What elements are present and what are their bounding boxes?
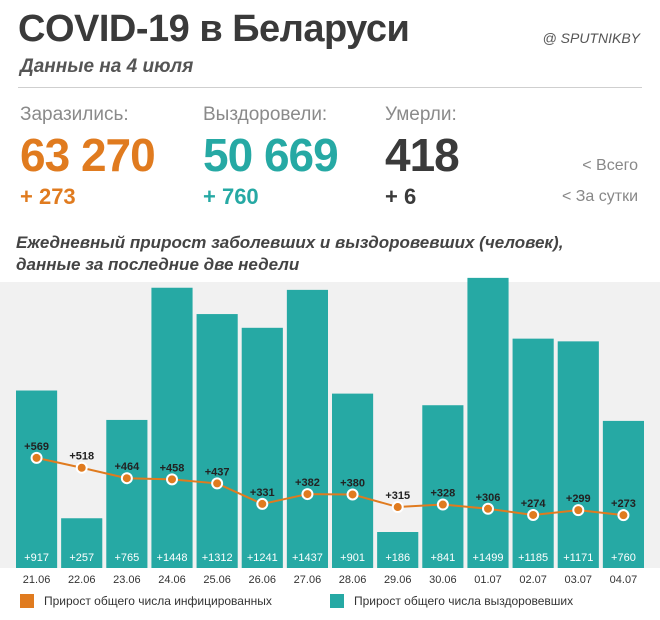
bar-recovered	[196, 314, 238, 568]
x-tick-label: 29.06	[384, 574, 412, 586]
legend-infected: Прирост общего числа инфицированных	[20, 594, 272, 608]
point-value-label: +274	[521, 498, 547, 510]
bar-recovered	[467, 277, 509, 568]
point-infected	[436, 498, 449, 511]
chart-title: Ежедневный прирост заболевших и выздоров…	[16, 232, 563, 276]
bar-value-label: +1241	[247, 552, 278, 564]
point-value-label: +299	[566, 493, 591, 505]
point-infected	[211, 477, 224, 490]
point-value-label: +306	[476, 492, 501, 504]
point-infected	[482, 502, 494, 515]
bar-value-label: +1312	[202, 552, 233, 564]
bar-recovered	[151, 287, 193, 568]
stat-recovered-label: Выздоровели:	[203, 104, 328, 125]
stat-infected: Заразились: 63 270 + 273	[20, 104, 156, 210]
x-tick-label: 02.07	[519, 574, 547, 586]
point-value-label: +458	[160, 462, 185, 474]
point-value-label: +331	[250, 487, 275, 499]
bar-value-label: +901	[340, 552, 365, 564]
point-value-label: +273	[611, 498, 636, 510]
x-tick-label: 26.06	[249, 574, 277, 586]
bar-recovered	[286, 289, 328, 568]
legend-recovered: Прирост общего числа выздоровевших	[330, 594, 573, 608]
bar-value-label: +257	[69, 552, 94, 564]
chart-title-line2: данные за последние две недели	[16, 255, 300, 274]
point-value-label: +382	[295, 477, 320, 489]
bar-value-label: +1171	[563, 552, 593, 564]
x-tick-label: 21.06	[23, 574, 51, 586]
stat-infected-daily: + 273	[20, 184, 76, 209]
point-infected	[346, 488, 359, 501]
point-value-label: +464	[114, 461, 140, 473]
bar-recovered	[61, 518, 103, 568]
stat-recovered-daily: + 760	[203, 184, 259, 209]
point-infected	[256, 497, 269, 510]
point-infected	[527, 508, 540, 521]
line-infected	[36, 456, 624, 517]
x-tick-label: 01.07	[474, 574, 502, 586]
bar-value-label: +841	[430, 552, 455, 564]
x-tick-label: 04.07	[610, 574, 638, 586]
stat-deaths-label: Умерли:	[385, 104, 457, 125]
point-infected	[166, 473, 178, 486]
bar-recovered	[106, 419, 148, 568]
bar-value-label: +186	[385, 552, 410, 564]
bar-recovered	[377, 532, 419, 568]
bar-value-label: +1448	[157, 552, 188, 564]
brand-label: @ SPUTNIKBY	[542, 30, 640, 46]
page-title: COVID-19 в Беларуси	[18, 8, 410, 50]
x-tick-label: 24.06	[158, 574, 186, 586]
bar-value-label: +1499	[473, 552, 504, 564]
bar-recovered	[241, 327, 283, 568]
x-tick-label: 28.06	[339, 574, 367, 586]
bar-value-label: +760	[611, 552, 636, 564]
bar-value-label: +1185	[518, 552, 548, 564]
stat-infected-total: 63 270	[20, 129, 156, 181]
stat-recovered: Выздоровели: 50 669 + 760	[203, 104, 339, 210]
stat-deaths: Умерли: 418 + 6	[385, 104, 460, 210]
point-value-label: +518	[69, 451, 94, 463]
legend-total-hint: < Всего	[582, 157, 638, 174]
point-value-label: +437	[205, 466, 230, 478]
point-infected	[301, 488, 314, 501]
point-infected	[30, 451, 43, 464]
bar-recovered	[332, 393, 374, 568]
page-subtitle: Данные на 4 июля	[20, 56, 194, 77]
point-value-label: +380	[340, 477, 365, 489]
point-infected	[617, 509, 630, 522]
stat-recovered-total: 50 669	[203, 129, 339, 181]
legend-recovered-label: Прирост общего числа выздоровевших	[354, 594, 574, 608]
legend-infected-label: Прирост общего числа инфицированных	[44, 594, 272, 608]
bar-recovered	[16, 390, 58, 568]
bar-recovered	[602, 420, 644, 568]
stat-infected-label: Заразились:	[20, 104, 129, 125]
bar-value-label: +765	[114, 552, 139, 564]
stat-deaths-daily: + 6	[385, 184, 417, 209]
point-infected	[120, 472, 133, 485]
legend-infected-swatch	[20, 594, 34, 608]
x-tick-label: 23.06	[113, 574, 141, 586]
header-divider	[18, 87, 642, 88]
x-tick-label: 22.06	[68, 574, 96, 586]
legend-daily-hint: < За сутки	[561, 188, 638, 205]
x-tick-label: 03.07	[565, 574, 593, 586]
bar-value-label: +917	[24, 552, 49, 564]
point-infected	[75, 461, 88, 474]
point-value-label: +569	[24, 441, 49, 453]
point-infected	[391, 501, 404, 514]
legend-recovered-swatch	[330, 594, 344, 608]
x-tick-label: 25.06	[203, 574, 231, 586]
point-infected	[572, 504, 585, 517]
bar-recovered	[422, 405, 464, 568]
chart-title-line1: Ежедневный прирост заболевших и выздоров…	[16, 233, 564, 252]
point-value-label: +328	[430, 488, 455, 500]
bar-value-label: +1437	[292, 552, 323, 564]
stat-deaths-total: 418	[385, 129, 460, 181]
point-value-label: +315	[385, 490, 410, 502]
x-tick-label: 27.06	[294, 574, 322, 586]
x-tick-label: 30.06	[429, 574, 457, 586]
bar-recovered	[557, 341, 599, 568]
bar-recovered	[512, 338, 554, 568]
